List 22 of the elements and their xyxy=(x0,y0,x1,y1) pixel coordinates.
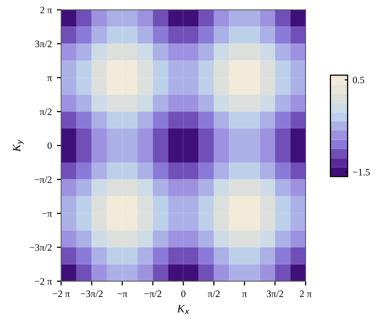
y-tick-label: 3π/2 xyxy=(35,40,52,48)
y-tick-label: π xyxy=(47,76,52,82)
x-tick-label: −π/2 xyxy=(144,290,162,298)
y-tick-label: π/2 xyxy=(40,108,52,116)
x-tick-label: −π xyxy=(118,292,128,298)
color-bar-label: −1.5 xyxy=(352,168,370,176)
x-tick-label: 3π/2 xyxy=(266,290,284,298)
x-tick-label: π xyxy=(242,292,247,298)
y-axis-title: K$_{y}$ xyxy=(12,140,24,152)
y-tick-label: −3π/2 xyxy=(30,244,52,251)
y-tick-label: 2 π xyxy=(40,6,52,14)
y-tick-label: 0 xyxy=(48,142,52,149)
x-tick-label: π/2 xyxy=(208,290,220,298)
y-tick-label: −π xyxy=(42,212,52,217)
x-axis-title: K$_{x}$ xyxy=(177,304,190,314)
x-tick-label: −2 π xyxy=(52,290,70,298)
x-tick-label: −3π/2 xyxy=(80,290,103,298)
y-tick-label: −π/2 xyxy=(34,176,52,183)
y-tick-label: −2 π xyxy=(34,278,52,285)
color-bar-label: 0.5 xyxy=(352,76,364,84)
x-tick-label: 2 π xyxy=(300,290,312,298)
x-tick-label: 0 xyxy=(181,290,186,298)
